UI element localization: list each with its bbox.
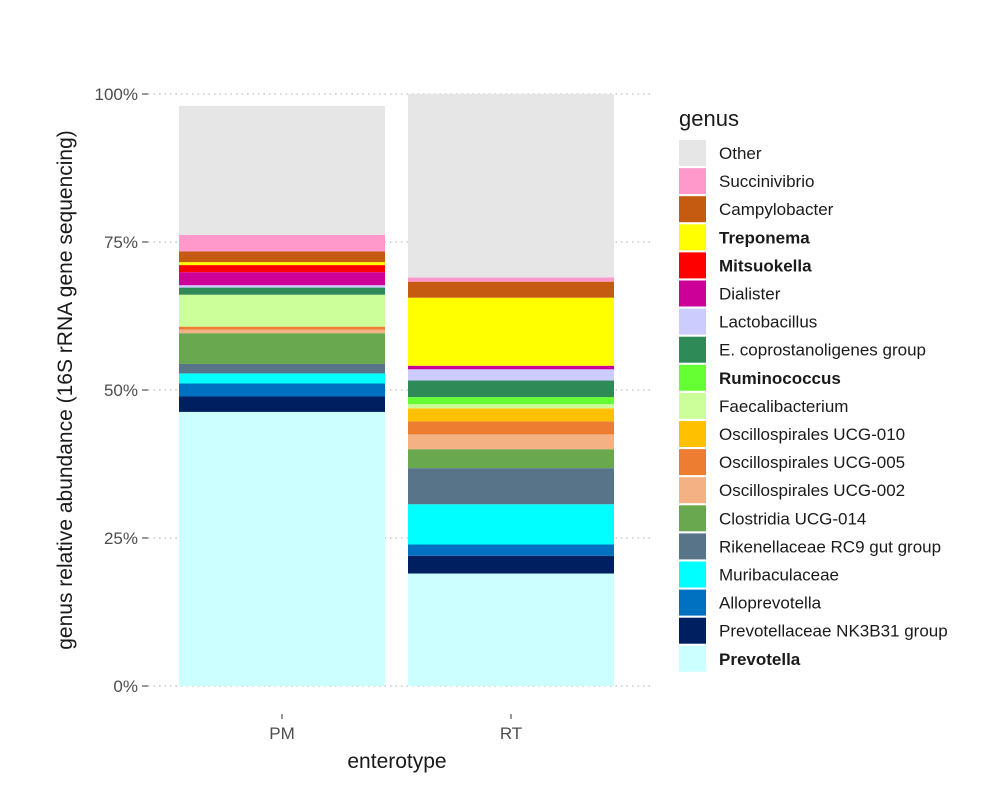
bar-segment (179, 383, 385, 397)
legend-label: Mitsuokella (719, 256, 812, 275)
legend-swatch (679, 224, 706, 251)
bar-segment (408, 434, 614, 450)
legend-swatch (679, 168, 706, 195)
legend-label: Treponema (719, 228, 810, 247)
legend: Other Succinivibrio Campylobacter Treponema… (679, 140, 948, 672)
bar-segment (408, 573, 614, 686)
bar-segment (179, 373, 385, 384)
legend-swatch (679, 449, 706, 476)
legend-swatch (679, 477, 706, 504)
bar-segment (408, 365, 614, 370)
y-tick-label: 25% (104, 529, 138, 548)
bar-segment (408, 468, 614, 505)
legend-swatch (679, 280, 706, 307)
legend-label: Oscillospirales UCG-010 (719, 425, 905, 444)
bar-segment (408, 369, 614, 381)
bar-segment (179, 396, 385, 412)
bar-segment (179, 363, 385, 374)
bar-segment (179, 105, 385, 235)
bar-segment (408, 555, 614, 574)
legend-swatch (679, 140, 706, 166)
legend-swatch (679, 505, 706, 532)
x-tick-label: RT (500, 724, 522, 743)
bar-segment (408, 297, 614, 366)
legend-label: Prevotellaceae NK3B31 group (719, 622, 948, 641)
x-axis: PM RT (269, 714, 522, 743)
legend-label: Dialister (719, 285, 781, 304)
bar-segment (179, 287, 385, 295)
legend-label: Prevotella (719, 650, 801, 669)
x-axis-title: enterotype (347, 750, 446, 773)
bar-segment (179, 251, 385, 263)
legend-swatch (679, 196, 706, 223)
legend-label: Campylobacter (719, 200, 834, 219)
legend-label: Ruminococcus (719, 369, 841, 388)
bar-segment (408, 94, 614, 278)
bar-segment (408, 404, 614, 409)
legend-swatch (679, 392, 706, 419)
bar-segment (179, 326, 385, 330)
bar-segment (179, 262, 385, 266)
y-tick-label: 50% (104, 381, 138, 400)
bar-segment (408, 544, 614, 556)
bar-segment (408, 277, 614, 282)
bar-segment (408, 504, 614, 545)
legend-swatch (679, 364, 706, 391)
legend-swatch (679, 617, 706, 644)
y-tick-label: 100% (95, 85, 138, 104)
legend-swatch (679, 589, 706, 616)
legend-label: Oscillospirales UCG-002 (719, 481, 905, 500)
bar-segment (179, 329, 385, 334)
legend-swatch (679, 533, 706, 560)
legend-swatch (679, 308, 706, 335)
legend-swatch (679, 421, 706, 447)
bar-segment (408, 281, 614, 298)
bar-segment (179, 411, 385, 686)
legend-swatch (679, 561, 706, 588)
y-tick-label: 75% (104, 233, 138, 252)
bar-segment (179, 234, 385, 252)
legend-label: Muribaculaceae (719, 566, 839, 585)
legend-title: genus (679, 106, 739, 131)
y-tick-label: 0% (113, 677, 138, 696)
legend-label: Rikenellaceae RC9 gut group (719, 537, 941, 556)
bar-segment (179, 333, 385, 364)
legend-label: Faecalibacterium (719, 397, 848, 416)
legend-swatch (679, 645, 706, 672)
bar-segment (408, 408, 614, 422)
legend-label: Clostridia UCG-014 (719, 509, 866, 528)
bars (179, 94, 614, 686)
y-axis: 0% 25% 50% 75% 100% (95, 85, 148, 696)
legend-label: Other (719, 144, 762, 163)
bar-segment (179, 272, 385, 286)
legend-swatch (679, 336, 706, 363)
bar-segment (408, 397, 614, 405)
legend-label: Lactobacillus (719, 313, 817, 332)
bar-segment (408, 380, 614, 398)
bar-segment (179, 294, 385, 327)
bar-segment (179, 265, 385, 273)
y-axis-title: genus relative abundance (16S rRNA gene … (54, 130, 77, 650)
legend-label: Oscillospirales UCG-005 (719, 453, 905, 472)
bar-segment (408, 421, 614, 435)
legend-label: Alloprevotella (719, 594, 822, 613)
x-tick-label: PM (269, 724, 295, 743)
bar-segment (179, 285, 385, 288)
bar-segment (408, 449, 614, 469)
legend-label: E. coprostanoligenes group (719, 341, 926, 360)
legend-swatch (679, 252, 706, 279)
legend-label: Succinivibrio (719, 172, 814, 191)
